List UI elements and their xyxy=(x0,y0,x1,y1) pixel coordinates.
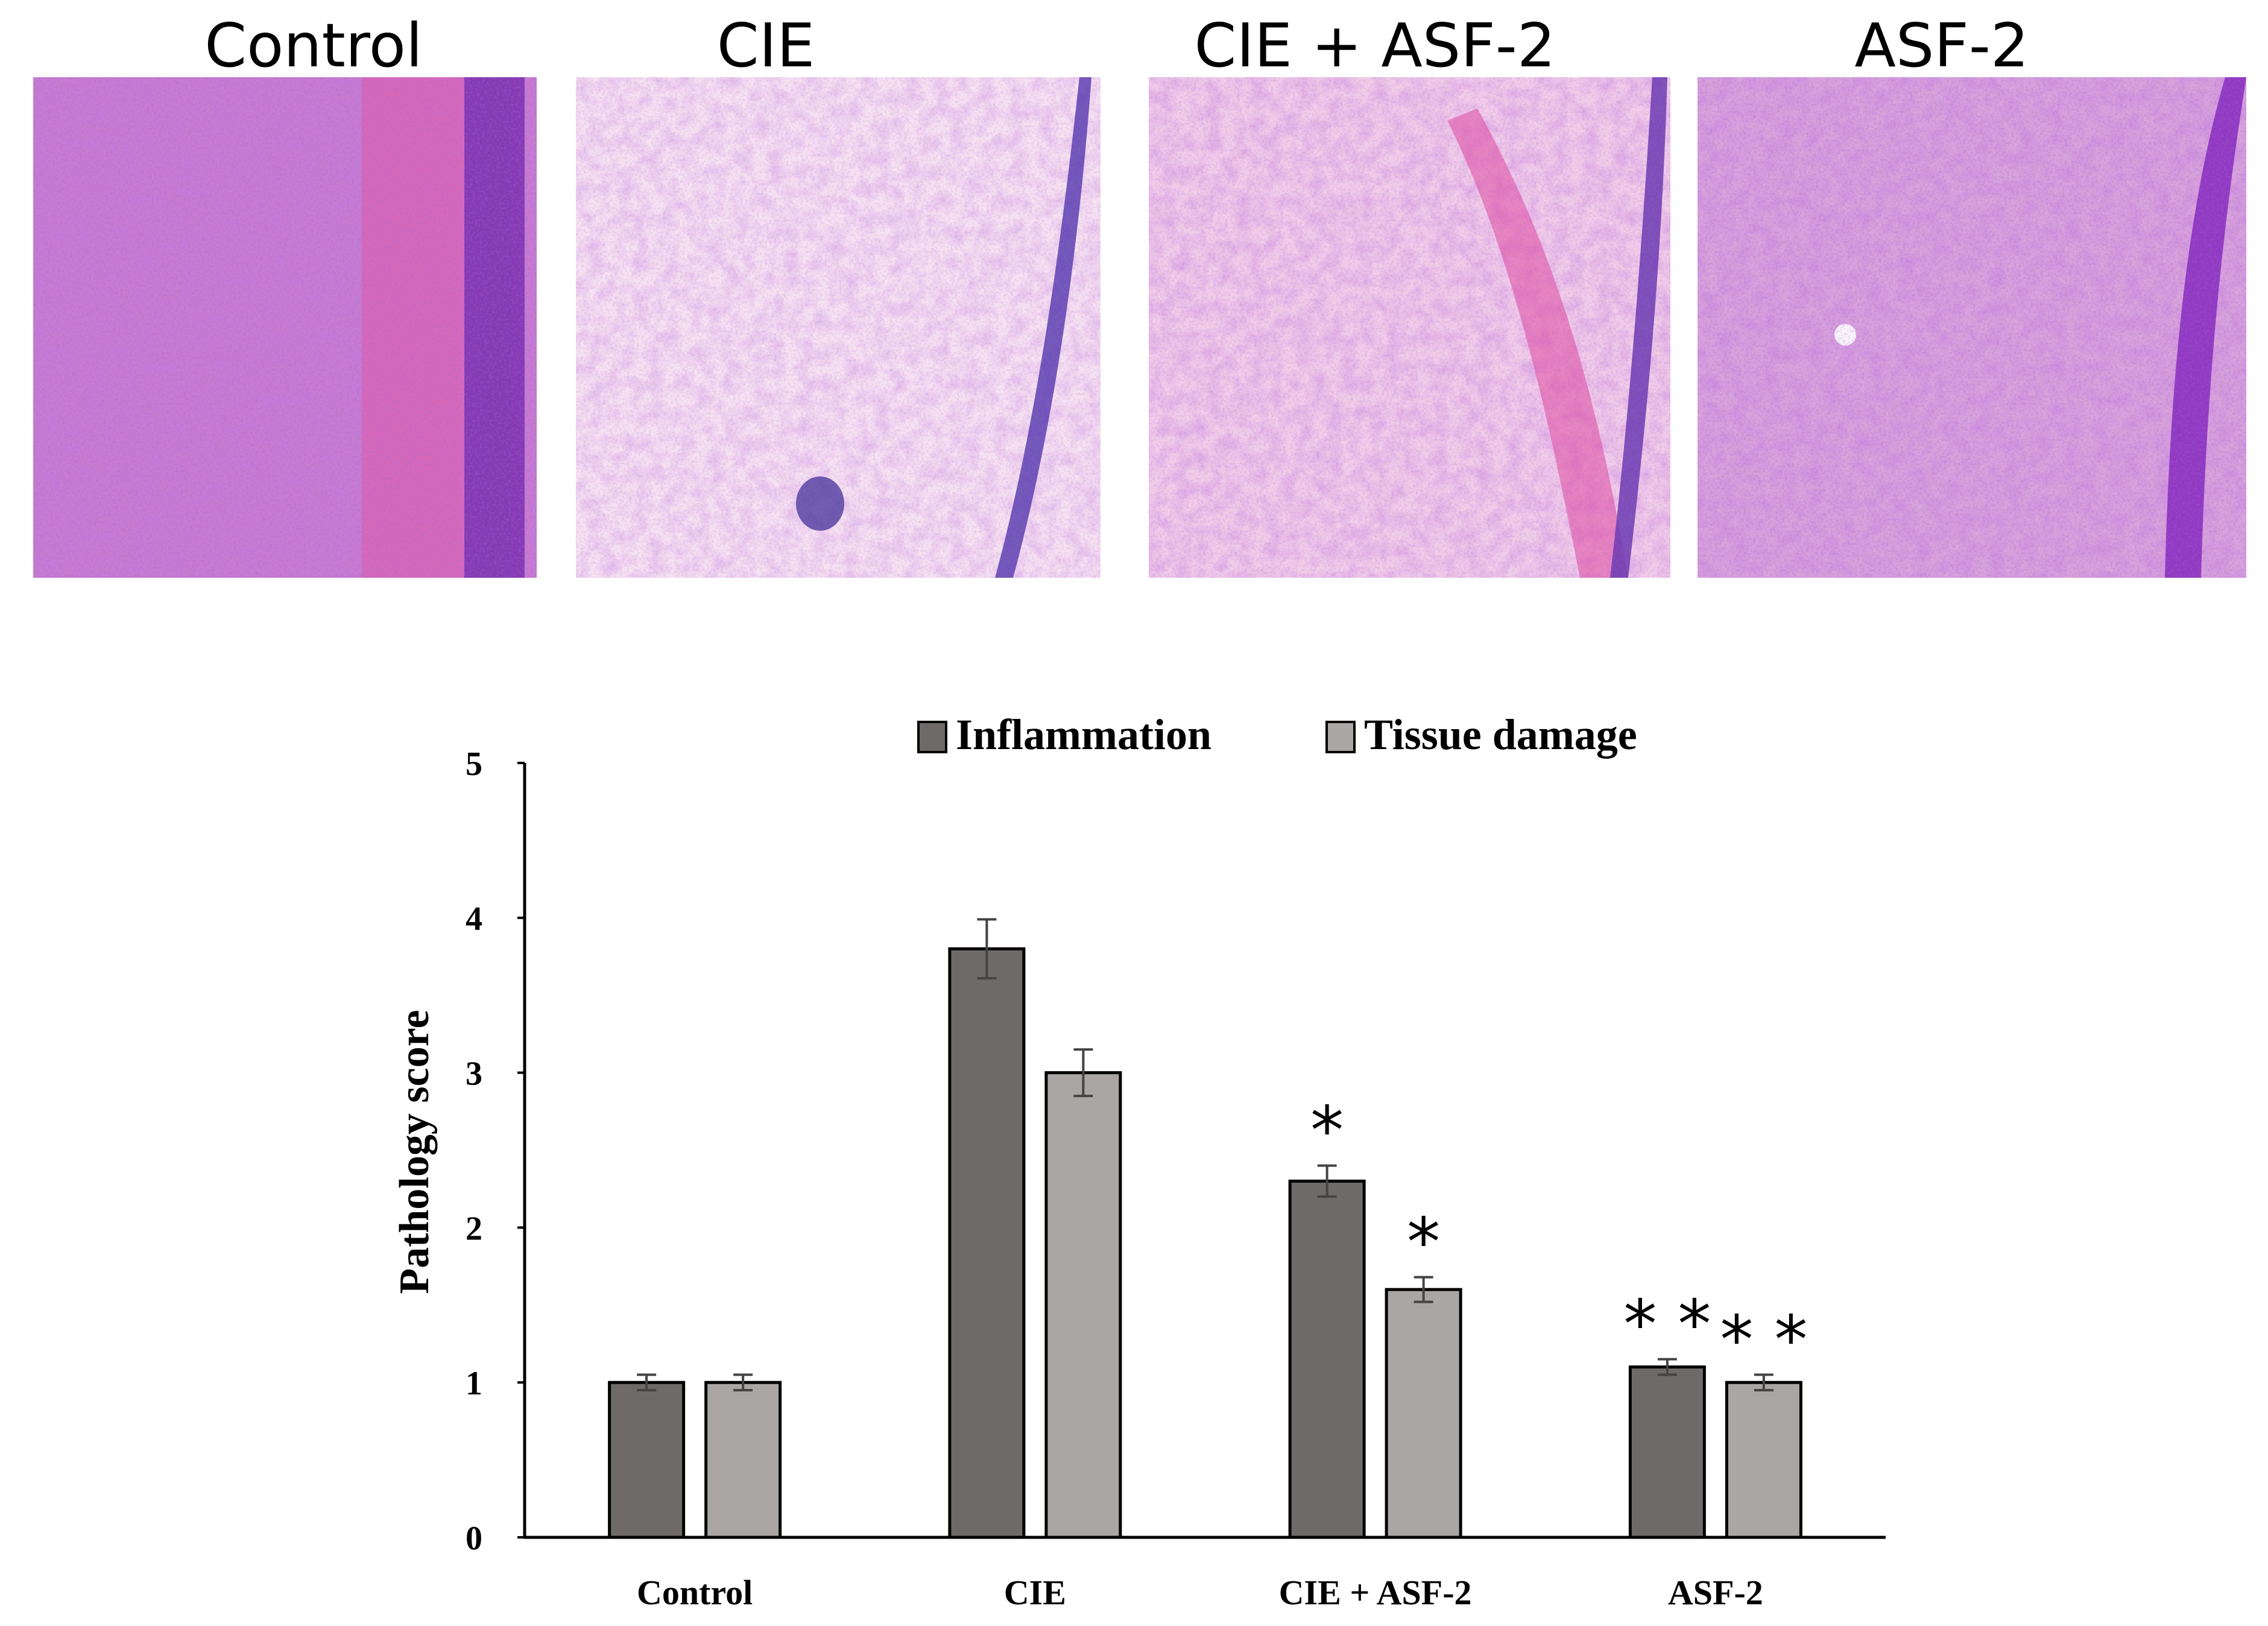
legend-label-inflammation: Inflammation xyxy=(956,710,1211,759)
bar-tissue-damage-cie xyxy=(1044,1071,1122,1539)
significance-marker-inflammation-cie-asf-2: * xyxy=(1310,1092,1344,1169)
significance-marker-tissue-damage-asf-2: * * xyxy=(1720,1301,1807,1378)
y-tick-label-5: 5 xyxy=(466,745,482,783)
significance-marker-inflammation-asf-2: * * xyxy=(1623,1286,1711,1363)
y-axis-ticks: 0 1 2 3 4 5 xyxy=(466,745,525,1557)
micrograph-asf2-grain xyxy=(1698,77,2246,578)
bar-tissue-damage-control xyxy=(704,1381,782,1539)
y-axis-label: Pathology score xyxy=(391,1010,438,1294)
y-tick-label-3: 3 xyxy=(466,1055,482,1093)
legend-label-tissue-damage: Tissue damage xyxy=(1364,710,1637,759)
chart-legend: Inflammation Tissue damage xyxy=(917,710,1637,759)
bar-inflammation-cie xyxy=(948,947,1026,1539)
bar-inflammation-cie-asf-2 xyxy=(1288,1179,1366,1539)
micrograph-cie-grain xyxy=(576,77,1101,578)
y-tick-label-0: 0 xyxy=(466,1520,482,1557)
bar-chart: Inflammation Tissue damage Pathology scor… xyxy=(391,710,1886,1612)
y-tick-label-1: 1 xyxy=(466,1365,482,1402)
x-tick-label-asf-2: ASF-2 xyxy=(1668,1573,1763,1612)
micrograph-cie-asf2-grain xyxy=(1149,77,1670,578)
bar-tissue-damage-cie-asf-2 xyxy=(1385,1288,1462,1539)
micrograph-panel-control: Control xyxy=(33,10,537,578)
micrograph-row: Control CIE CIE + ASF-2 ASF-2 xyxy=(33,10,2246,578)
micrograph-panel-asf2: ASF-2 xyxy=(1698,10,2246,578)
micrograph-panel-cie-asf2: CIE + ASF-2 xyxy=(1149,10,1670,578)
y-tick-label-4: 4 xyxy=(466,900,482,938)
bar-series: * * * * * * xyxy=(608,918,1807,1539)
micrograph-label-asf2: ASF-2 xyxy=(1854,10,2029,81)
micrograph-control-grain xyxy=(33,77,537,578)
bar-tissue-damage-asf-2 xyxy=(1725,1381,1802,1539)
significance-marker-tissue-damage-cie-asf-2: * xyxy=(1407,1204,1440,1281)
x-tick-label-cie: CIE xyxy=(1004,1573,1066,1612)
legend-swatch-tissue-damage xyxy=(1325,721,1356,753)
micrograph-panel-cie: CIE xyxy=(576,10,1101,578)
micrograph-label-control: Control xyxy=(204,10,422,81)
x-tick-label-control: Control xyxy=(637,1573,753,1612)
micrograph-label-cie-asf2: CIE + ASF-2 xyxy=(1195,10,1556,81)
x-axis-ticks: Control CIE CIE + ASF-2 ASF-2 xyxy=(637,1573,1763,1612)
y-tick-label-2: 2 xyxy=(466,1210,482,1247)
x-tick-label-cie-asf-2: CIE + ASF-2 xyxy=(1279,1573,1472,1612)
legend-swatch-inflammation xyxy=(917,721,947,753)
bar-inflammation-asf-2 xyxy=(1628,1365,1706,1539)
bar-inflammation-control xyxy=(608,1381,686,1539)
micrograph-label-cie: CIE xyxy=(717,10,815,81)
